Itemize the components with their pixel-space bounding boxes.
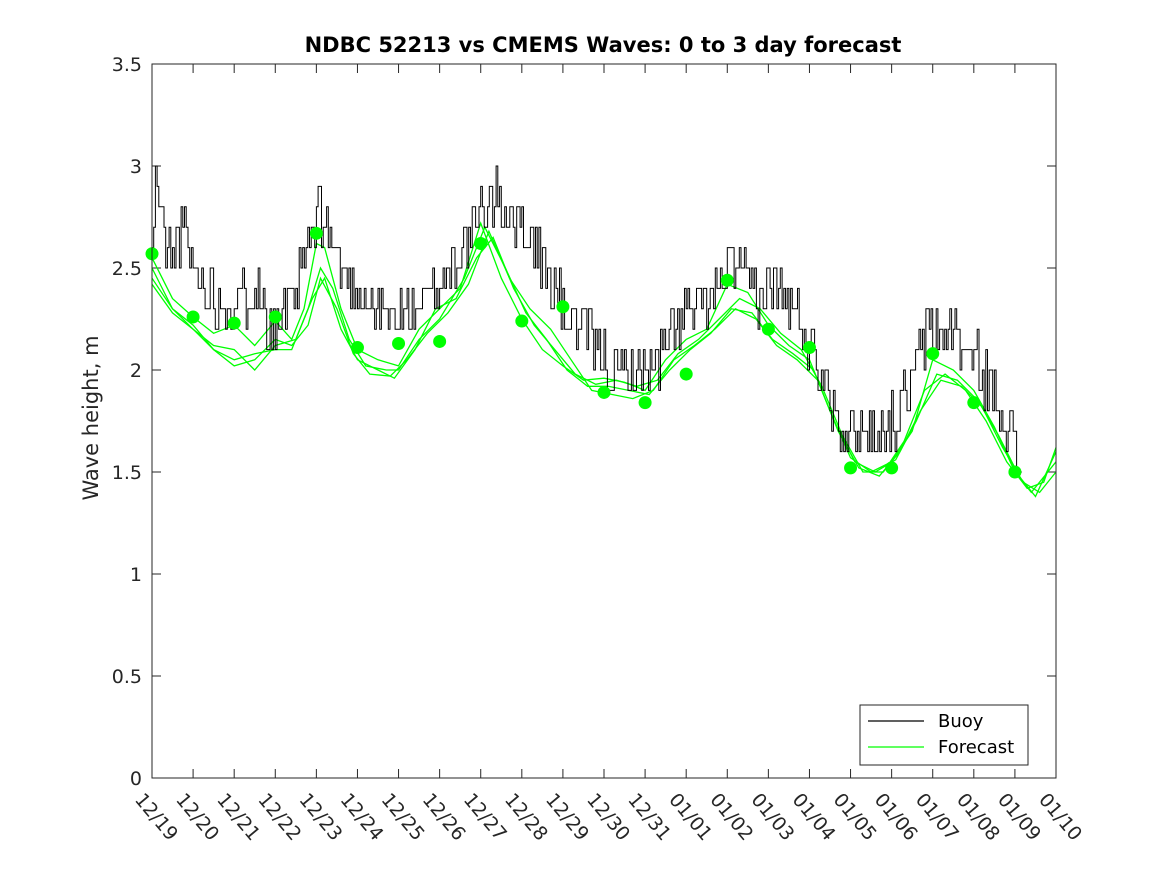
y-tick-label: 0.5	[112, 666, 142, 688]
buoy-line	[152, 165, 1022, 473]
forecast-marker	[1008, 465, 1022, 479]
forecast-marker	[844, 461, 858, 475]
y-tick-label: 1.5	[112, 462, 142, 484]
y-tick-label: 1	[130, 564, 142, 586]
forecast-marker	[186, 310, 200, 324]
axis-ticks	[151, 63, 1057, 779]
forecast-marker	[638, 396, 652, 410]
y-tick-label: 3.5	[112, 54, 142, 76]
legend-box	[859, 704, 1029, 766]
y-tick-labels: 0 0.5 1 1.5 2 2.5 3 3.5	[112, 54, 142, 790]
y-tick-label: 2	[130, 360, 142, 382]
forecast-marker	[802, 341, 816, 355]
forecast-marker	[967, 396, 981, 410]
forecast-marker	[926, 347, 940, 361]
y-axis-label: Wave height, m	[79, 335, 103, 500]
forecast-line-day-2	[151, 229, 1057, 494]
forecast-marker	[268, 310, 282, 324]
forecast-marker	[227, 316, 241, 330]
forecast-line-day-0	[151, 221, 1057, 494]
buoy-series	[152, 165, 1022, 473]
y-tick-label: 0	[130, 768, 142, 790]
forecast-marker	[433, 334, 447, 348]
forecast-marker	[309, 226, 323, 240]
legend-buoy-label: Buoy	[938, 711, 984, 732]
plot-area	[152, 64, 1056, 778]
forecast-marker	[679, 367, 693, 381]
plot-background	[152, 64, 1056, 778]
forecast-marker	[761, 322, 775, 336]
y-tick-label: 3	[130, 156, 142, 178]
forecast-lines	[151, 221, 1057, 498]
forecast-marker	[474, 237, 488, 251]
forecast-marker	[515, 314, 529, 328]
forecast-marker	[885, 461, 899, 475]
forecast-marker	[597, 385, 611, 399]
chart-title: NDBC 52213 vs CMEMS Waves: 0 to 3 day fo…	[305, 33, 902, 57]
forecast-marker	[720, 273, 734, 287]
legend: Buoy Forecast	[859, 704, 1029, 766]
forecast-marker	[392, 336, 406, 350]
forecast-line-day-3	[151, 236, 1057, 490]
y-tick-label: 2.5	[112, 258, 142, 280]
forecast-marker	[350, 341, 364, 355]
legend-forecast-label: Forecast	[938, 737, 1014, 758]
axes-box	[151, 63, 1057, 779]
forecast-marker	[556, 300, 570, 314]
forecast-markers	[145, 226, 1022, 479]
